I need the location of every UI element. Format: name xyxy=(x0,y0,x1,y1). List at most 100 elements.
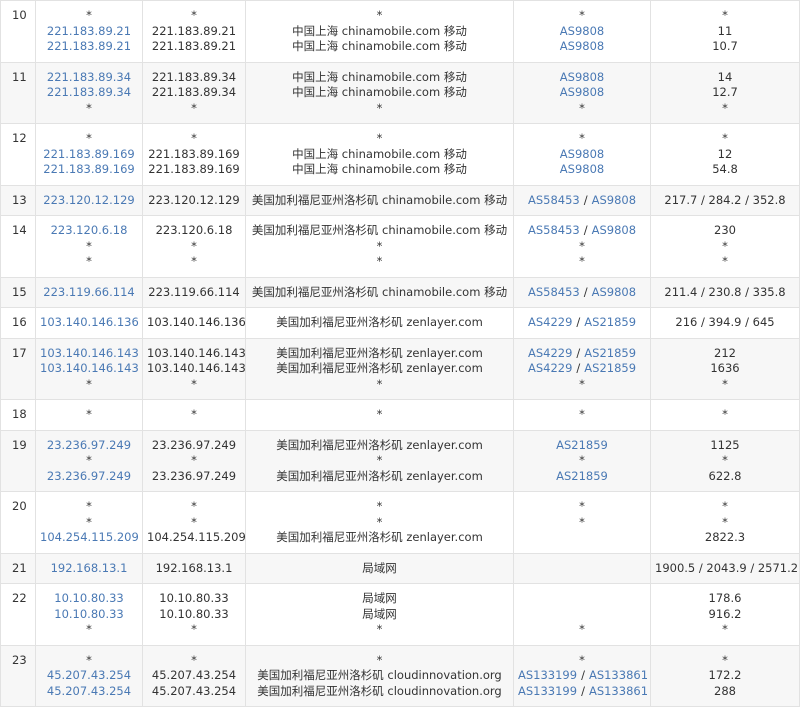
cell-line: 45.207.43.254 xyxy=(147,668,241,684)
asn-link[interactable]: AS9808 xyxy=(559,69,605,84)
asn-link[interactable]: AS9808 xyxy=(591,284,637,299)
ip-link[interactable]: 223.120.12.129 xyxy=(43,192,135,207)
separator: / xyxy=(583,284,588,299)
cell-line: * xyxy=(147,515,241,531)
asn-link[interactable]: AS4229 xyxy=(527,345,573,360)
latency-text: * xyxy=(722,376,728,391)
asn-link[interactable]: AS58453 xyxy=(527,192,580,207)
cell-line: 221.183.89.169 xyxy=(40,147,138,163)
cell-line: * xyxy=(40,101,138,117)
asn-link[interactable]: AS133861 xyxy=(588,668,649,682)
asn-link[interactable]: AS133861 xyxy=(588,683,649,698)
ip-link[interactable]: 10.10.80.33 xyxy=(54,606,124,621)
location-text: 美国加利福尼亚州洛杉矶 cloudinnovation.org xyxy=(257,668,502,682)
cell-line xyxy=(518,607,646,623)
hostname-text: 221.183.89.169 xyxy=(148,162,240,176)
cell-line: * xyxy=(250,101,509,117)
cell-line: 221.183.89.21 xyxy=(40,24,138,40)
asn-link[interactable]: AS21859 xyxy=(584,361,637,375)
ip-link[interactable]: 45.207.43.254 xyxy=(46,683,132,698)
cell-line: 104.254.115.209 xyxy=(40,530,139,546)
cell-line xyxy=(518,591,646,607)
cell-line: 221.183.89.169 xyxy=(40,162,138,178)
location-cell: 局域网 xyxy=(245,552,514,584)
ip-cell: * 221.183.89.169 221.183.89.169 xyxy=(35,123,143,186)
cell-line: 美国加利福尼亚州洛杉矶 chinamobile.com 移动 xyxy=(250,193,509,209)
asn-link[interactable]: AS9808 xyxy=(559,146,605,161)
ip-cell: 223.120.12.129 xyxy=(35,184,143,216)
location-cell: 美国加利福尼亚州洛杉矶 zenlayer.com 美国加利福尼亚州洛杉矶 zenl… xyxy=(245,337,514,400)
ip-link[interactable]: 45.207.43.254 xyxy=(46,668,132,682)
ip-link[interactable]: 221.183.89.169 xyxy=(43,162,135,176)
asn-link[interactable]: AS58453 xyxy=(527,284,580,299)
ip-link[interactable]: 192.168.13.1 xyxy=(50,560,128,575)
cell-line: 中国上海 chinamobile.com 移动 xyxy=(250,147,509,163)
cell-line: * xyxy=(250,239,509,255)
cell-line: 192.168.13.1 xyxy=(40,561,138,577)
asn-link[interactable]: AS21859 xyxy=(556,468,608,483)
ip-link[interactable]: 23.236.97.249 xyxy=(46,437,132,452)
asn-text: * xyxy=(579,254,585,268)
cell-line: 美国加利福尼亚州洛杉矶 zenlayer.com xyxy=(250,469,509,485)
ip-link[interactable]: 103.140.146.143 xyxy=(40,361,139,375)
ip-link[interactable]: 10.10.80.33 xyxy=(54,591,124,605)
ip-link[interactable]: 223.119.66.114 xyxy=(43,284,135,299)
location-text: * xyxy=(376,652,383,667)
hop-number: 13 xyxy=(0,184,36,216)
cell-line: 221.183.89.34 xyxy=(147,70,241,86)
location-text: 美国加利福尼亚州洛杉矶 zenlayer.com xyxy=(276,361,483,375)
asn-link[interactable]: AS58453 xyxy=(527,223,580,237)
ip-link[interactable]: 103.140.146.136 xyxy=(40,315,139,329)
hostname-text: 103.140.146.143 xyxy=(147,345,246,360)
ip-link[interactable]: 221.183.89.34 xyxy=(46,69,132,84)
location-text: 中国上海 chinamobile.com 移动 xyxy=(292,69,467,84)
asn-link[interactable]: AS9808 xyxy=(591,192,637,207)
hostname-cell: 103.140.146.136 xyxy=(142,307,246,339)
asn-link[interactable]: AS133199 xyxy=(518,683,578,698)
location-cell: 美国加利福尼亚州洛杉矶 zenlayer.com * 美国加利福尼亚州洛杉矶 zen… xyxy=(245,429,514,492)
latency-text: * xyxy=(722,499,728,513)
cell-line: 美国加利福尼亚州洛杉矶 zenlayer.com xyxy=(250,530,509,546)
cell-line: 美国加利福尼亚州洛杉矶 chinamobile.com 移动 xyxy=(250,285,509,301)
ip-cell: * * 104.254.115.209 xyxy=(35,491,143,554)
ip-link[interactable]: 221.183.89.21 xyxy=(46,23,132,38)
hostname-text: * xyxy=(191,254,197,268)
cell-line: 11 xyxy=(655,24,795,40)
cell-line: 美国加利福尼亚州洛杉矶 zenlayer.com xyxy=(250,361,509,377)
asn-link[interactable]: AS9808 xyxy=(559,162,605,176)
cell-line: 622.8 xyxy=(655,469,795,485)
ip-link[interactable]: 103.140.146.143 xyxy=(40,345,139,360)
cell-line: * xyxy=(250,377,509,393)
asn-link[interactable]: AS21859 xyxy=(584,345,637,360)
asn-link[interactable]: AS21859 xyxy=(584,315,637,329)
asn-link[interactable]: AS9808 xyxy=(559,85,605,99)
ip-link[interactable]: 221.183.89.21 xyxy=(46,39,132,53)
cell-line: AS21859 xyxy=(518,438,646,454)
asn-link[interactable]: AS4229 xyxy=(527,315,573,329)
asn-link[interactable]: AS133199 xyxy=(518,668,578,682)
cell-line: * xyxy=(250,407,509,423)
asn-link[interactable]: AS21859 xyxy=(556,437,608,452)
ip-link[interactable]: 221.183.89.34 xyxy=(46,85,132,99)
asn-cell: AS58453/AS9808 * * xyxy=(513,215,651,278)
hostname-text: * xyxy=(191,131,197,145)
latency-text: * xyxy=(722,407,728,421)
asn-link[interactable]: AS9808 xyxy=(591,223,637,237)
hostname-text: * xyxy=(191,407,197,421)
ip-cell: * xyxy=(35,399,143,431)
cell-line: AS9808 xyxy=(518,70,646,86)
ip-link[interactable]: 221.183.89.169 xyxy=(43,146,135,161)
cell-line: * xyxy=(655,8,795,24)
hostname-text: 221.183.89.169 xyxy=(148,146,240,161)
hop-number: 10 xyxy=(0,0,36,63)
cell-line: 223.119.66.114 xyxy=(40,285,138,301)
asn-link[interactable]: AS9808 xyxy=(559,39,605,53)
hostname-text: 221.183.89.21 xyxy=(151,23,237,38)
ip-link[interactable]: 104.254.115.209 xyxy=(40,530,139,544)
asn-link[interactable]: AS9808 xyxy=(559,23,605,38)
latency-cell: * 12 54.8 xyxy=(650,123,800,186)
ip-link[interactable]: 23.236.97.249 xyxy=(46,468,132,483)
asn-link[interactable]: AS4229 xyxy=(527,361,573,375)
ip-link[interactable]: 223.120.6.18 xyxy=(50,223,128,237)
